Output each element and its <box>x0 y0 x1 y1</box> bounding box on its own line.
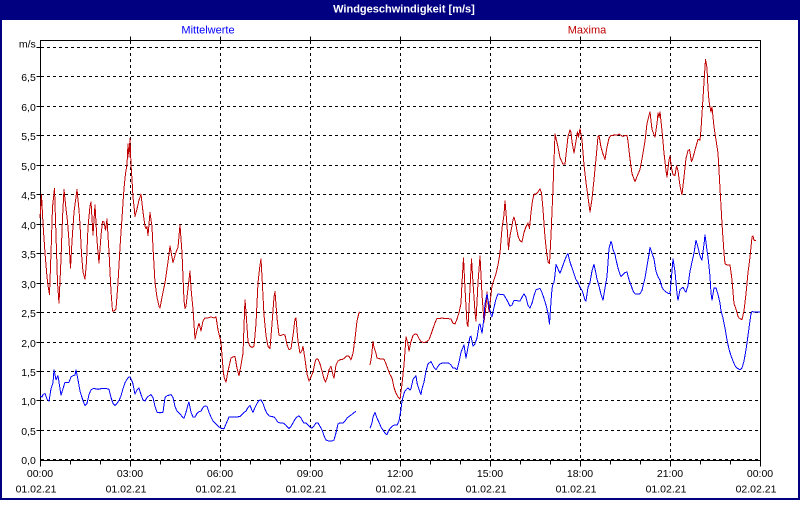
svg-text:Windgeschwindigkeit [m/s]: Windgeschwindigkeit [m/s] <box>333 4 475 16</box>
svg-text:00:00: 00:00 <box>27 468 53 480</box>
svg-text:2,0: 2,0 <box>21 338 36 350</box>
svg-text:01.02.21: 01.02.21 <box>556 484 597 496</box>
svg-text:03:00: 03:00 <box>117 468 143 480</box>
svg-text:09:00: 09:00 <box>297 468 323 480</box>
svg-text:12:00: 12:00 <box>387 468 413 480</box>
svg-text:21:00: 21:00 <box>657 468 683 480</box>
svg-text:6,0: 6,0 <box>21 102 36 114</box>
svg-text:01.02.21: 01.02.21 <box>196 484 237 496</box>
svg-text:Maxima: Maxima <box>568 25 607 37</box>
svg-text:4,5: 4,5 <box>21 190 36 202</box>
svg-text:06:00: 06:00 <box>207 468 233 480</box>
svg-text:15:00: 15:00 <box>477 468 503 480</box>
svg-text:01.02.21: 01.02.21 <box>16 484 57 496</box>
svg-text:0,0: 0,0 <box>21 455 36 467</box>
svg-text:5,0: 5,0 <box>21 161 36 173</box>
svg-text:0,5: 0,5 <box>21 426 36 438</box>
svg-text:6,5: 6,5 <box>21 72 36 84</box>
svg-text:02.02.21: 02.02.21 <box>736 484 777 496</box>
svg-text:01.02.21: 01.02.21 <box>466 484 507 496</box>
svg-text:m/s: m/s <box>19 39 36 51</box>
svg-text:00:00: 00:00 <box>747 468 773 480</box>
svg-text:2,5: 2,5 <box>21 308 36 320</box>
svg-text:3,0: 3,0 <box>21 279 36 291</box>
svg-text:01.02.21: 01.02.21 <box>376 484 417 496</box>
svg-text:1,0: 1,0 <box>21 396 36 408</box>
svg-text:4,0: 4,0 <box>21 220 36 232</box>
svg-text:Mittelwerte: Mittelwerte <box>181 25 234 37</box>
svg-text:5,5: 5,5 <box>21 131 36 143</box>
svg-text:01.02.21: 01.02.21 <box>646 484 687 496</box>
svg-text:3,5: 3,5 <box>21 249 36 261</box>
svg-text:1,5: 1,5 <box>21 367 36 379</box>
svg-text:18:00: 18:00 <box>567 468 593 480</box>
svg-text:01.02.21: 01.02.21 <box>106 484 147 496</box>
svg-text:01.02.21: 01.02.21 <box>286 484 327 496</box>
